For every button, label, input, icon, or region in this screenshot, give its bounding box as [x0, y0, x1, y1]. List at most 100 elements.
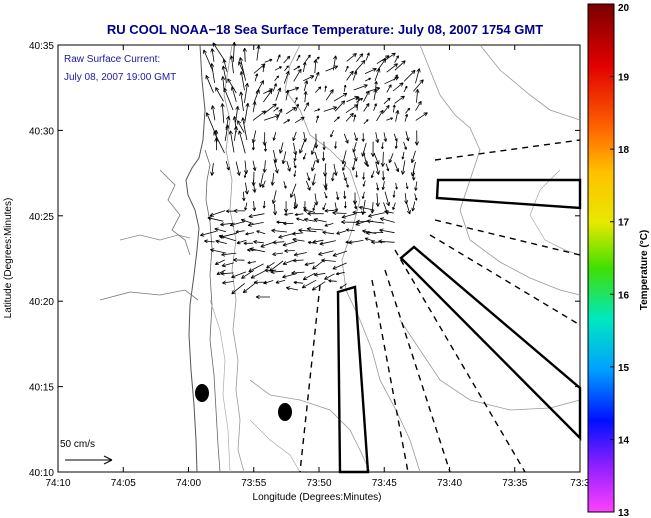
current-vector [279, 142, 284, 154]
current-vector [363, 90, 370, 102]
x-axis: 74:10 74:05 74:00 73:55 73:50 73:45 73:40 73:35… [45, 45, 590, 489]
current-vector [365, 52, 370, 61]
current-vector [361, 191, 365, 199]
current-vector [284, 65, 289, 72]
current-vector [374, 80, 378, 91]
current-vector [214, 227, 227, 233]
current-vector [325, 65, 339, 72]
x-tick-label: 74:00 [176, 478, 201, 489]
current-vector [253, 240, 264, 244]
current-vector [356, 96, 361, 111]
current-vector [205, 112, 216, 135]
dashed-line [394, 249, 526, 473]
current-vector [233, 208, 245, 213]
current-vector [228, 130, 235, 153]
current-vector [394, 95, 405, 104]
current-vector [383, 132, 388, 142]
current-vector [264, 268, 277, 273]
current-vector [322, 202, 327, 211]
current-vector [343, 190, 347, 199]
current-vector [272, 131, 277, 141]
current-vector [251, 141, 256, 151]
current-vector [296, 217, 305, 222]
current-vector [341, 219, 357, 225]
current-vector [345, 112, 354, 122]
current-vector [318, 250, 334, 256]
current-vector [284, 212, 294, 216]
x-tick-label: 73:55 [241, 478, 266, 489]
x-tick-label: 73:35 [502, 478, 527, 489]
current-vector [241, 269, 255, 279]
contour-1 [223, 44, 245, 473]
current-vector [242, 281, 257, 294]
current-vector [356, 53, 364, 63]
current-vector [343, 84, 347, 92]
current-vector [272, 252, 284, 257]
polygon-diagonal [399, 245, 582, 441]
current-vector [260, 242, 274, 248]
x-tick-label: 74:10 [45, 478, 70, 489]
current-vector [353, 114, 357, 122]
current-vector [411, 170, 416, 181]
current-vector [212, 42, 226, 62]
current-vector [225, 115, 231, 131]
current-vector [311, 281, 326, 291]
current-vector [313, 59, 318, 74]
current-vector [239, 71, 245, 91]
current-vector [244, 182, 249, 195]
current-vector [293, 202, 297, 210]
current-vector [384, 52, 396, 61]
current-vector [364, 68, 377, 74]
current-vector [375, 132, 380, 144]
current-vector [209, 210, 226, 217]
current-vector [324, 208, 335, 213]
map-frame [57, 44, 581, 473]
current-vector [305, 180, 311, 191]
current-vector [263, 103, 277, 114]
x-tick-label: 73:3 [570, 478, 590, 489]
current-vector [363, 119, 369, 125]
coastline [185, 44, 206, 473]
current-vector [383, 97, 391, 105]
current-vector [381, 181, 385, 191]
current-vector [415, 100, 422, 111]
current-vector [392, 104, 396, 113]
dashed-line [429, 234, 581, 326]
current-vector [315, 115, 320, 123]
current-vector [312, 259, 325, 270]
current-vector [263, 89, 273, 103]
colorbar [587, 3, 615, 513]
current-vector [341, 213, 357, 219]
current-vector [303, 75, 315, 82]
current-vector [238, 57, 246, 81]
current-vector [352, 210, 367, 215]
current-vector [307, 211, 324, 216]
current-vector [411, 201, 416, 212]
current-vector [210, 163, 215, 176]
current-vector [348, 240, 364, 245]
current-vector [333, 92, 348, 102]
current-vector [345, 65, 349, 72]
current-vector [301, 279, 317, 289]
current-vector [415, 88, 420, 103]
current-vector [315, 86, 322, 93]
current-vector [358, 205, 375, 211]
current-vector [395, 182, 398, 190]
current-vector [353, 84, 368, 91]
current-vector [207, 216, 224, 222]
current-vector [225, 160, 230, 171]
current-vector [210, 105, 216, 121]
current-vector [415, 68, 421, 84]
current-vector [210, 48, 215, 62]
x-tick-label: 74:05 [111, 478, 136, 489]
current-vector [292, 131, 297, 142]
current-vector [343, 133, 349, 144]
current-vector [384, 76, 399, 85]
x-tick-label: 73:45 [372, 478, 397, 489]
current-vector [385, 163, 390, 172]
current-vector [248, 213, 265, 219]
current-vector [346, 53, 357, 62]
current-vector [293, 170, 297, 177]
current-vector [243, 171, 247, 178]
contour-7 [209, 299, 231, 473]
